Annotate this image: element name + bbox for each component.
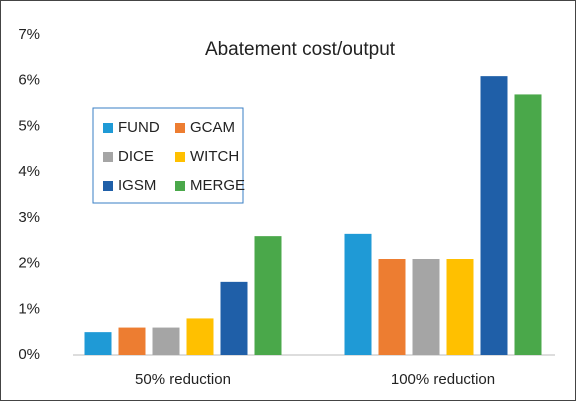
bar	[514, 94, 542, 355]
y-tick-label: 0%	[18, 346, 40, 363]
legend-label: IGSM	[118, 177, 156, 194]
y-tick-label: 1%	[18, 300, 40, 317]
bar	[152, 327, 180, 355]
y-tick-label: 4%	[18, 163, 40, 180]
legend-swatch	[103, 123, 113, 133]
bar	[344, 233, 372, 355]
bar	[412, 259, 440, 355]
legend-swatch	[103, 181, 113, 191]
x-tick-label: 100% reduction	[391, 371, 495, 388]
y-tick-label: 2%	[18, 255, 40, 272]
bar	[118, 327, 146, 355]
legend-swatch	[175, 181, 185, 191]
legend-label: WITCH	[190, 148, 239, 165]
legend-swatch	[175, 123, 185, 133]
legend-label: GCAM	[190, 119, 235, 136]
legend-swatch	[175, 152, 185, 162]
bar	[220, 281, 248, 355]
bar	[480, 76, 508, 356]
legend-swatch	[103, 152, 113, 162]
legend-label: MERGE	[190, 177, 245, 194]
bar	[446, 259, 474, 355]
y-tick-label: 5%	[18, 117, 40, 134]
bar	[378, 259, 406, 355]
bar	[186, 318, 214, 355]
legend-label: FUND	[118, 119, 160, 136]
x-tick-label: 50% reduction	[135, 371, 231, 388]
chart-title: Abatement cost/output	[205, 39, 396, 60]
y-tick-label: 7%	[18, 26, 40, 43]
legend-label: DICE	[118, 148, 154, 165]
legend-box	[92, 107, 244, 204]
y-tick-label: 6%	[18, 72, 40, 89]
y-tick-label: 3%	[18, 209, 40, 226]
bar	[84, 332, 112, 355]
bar	[254, 236, 282, 355]
